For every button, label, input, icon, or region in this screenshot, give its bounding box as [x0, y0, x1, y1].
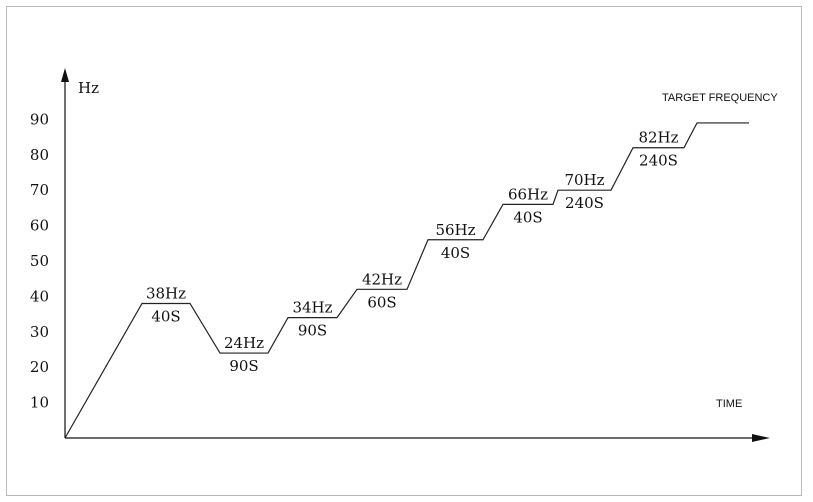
y-tick-label: 50: [30, 252, 49, 270]
plateau-duration-label: 90S: [229, 357, 258, 375]
y-tick-label: 30: [30, 323, 49, 341]
plateau-frequency-label: 82Hz: [638, 129, 678, 147]
x-axis-arrow: [752, 434, 770, 442]
plateau-labels: 38Hz 40S 24Hz 90S 34Hz 90S 42Hz 60S 56Hz 40S 66Hz 4…: [146, 129, 679, 375]
chart-frame: [6, 6, 802, 496]
plateau-frequency-label: 24Hz: [224, 334, 264, 352]
plateau-duration-label: 40S: [441, 244, 470, 262]
y-tick-label: 80: [30, 146, 49, 164]
y-axis-label: Hz: [78, 79, 99, 97]
y-tick-label: 70: [30, 181, 49, 199]
plateau-duration-label: 40S: [513, 208, 542, 226]
plateau-frequency-label: 42Hz: [362, 270, 402, 288]
y-tick-label: 60: [30, 217, 49, 235]
plateau-duration-label: 90S: [298, 322, 327, 340]
plateau-frequency-label: 56Hz: [435, 221, 475, 239]
y-tick-labels: 10 20 30 40 50 60 70 80 90: [30, 110, 49, 411]
plateau-duration-label: 40S: [151, 307, 180, 325]
plateau-frequency-label: 38Hz: [146, 284, 186, 302]
plateau-frequency-label: 34Hz: [292, 299, 332, 317]
plateau-frequency-label: 66Hz: [508, 185, 548, 203]
y-axis-arrow: [61, 68, 69, 82]
y-tick-label: 10: [30, 394, 49, 412]
frequency-series-line: [64, 122, 749, 439]
target-frequency-label: TARGET FREQUENCY: [662, 92, 778, 104]
y-tick-label: 20: [30, 358, 49, 376]
plateau-duration-label: 240S: [565, 194, 604, 212]
y-tick-label: 90: [30, 110, 49, 128]
x-axis-label: TIME: [716, 398, 742, 410]
plateau-duration-label: 240S: [639, 152, 678, 170]
plateau-frequency-label: 70Hz: [564, 171, 604, 189]
y-tick-label: 40: [30, 287, 49, 305]
plateau-duration-label: 60S: [367, 293, 396, 311]
